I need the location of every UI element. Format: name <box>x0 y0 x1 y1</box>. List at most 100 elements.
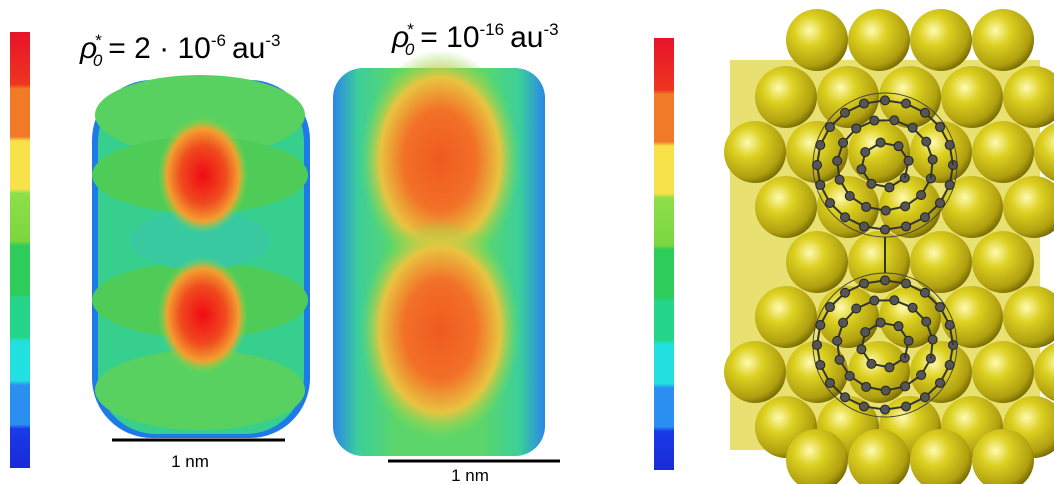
carbon-atom <box>936 378 945 387</box>
gold-atom <box>972 341 1034 403</box>
carbon-atom <box>841 393 850 402</box>
carbon-atom <box>876 318 885 327</box>
carbon-atom <box>861 328 870 337</box>
carbon-atom <box>881 206 890 215</box>
carbon-atom <box>917 371 926 380</box>
carbon-atom <box>908 123 917 132</box>
carbon-atom <box>922 137 931 146</box>
gold-atom <box>941 66 1003 128</box>
carbon-atom <box>885 183 894 192</box>
carbon-atom <box>885 363 894 372</box>
carbon-atom <box>901 202 910 211</box>
carbon-atom <box>920 213 929 222</box>
carbon-atom <box>859 222 868 231</box>
carbon-atom <box>902 222 911 231</box>
carbon-atom <box>816 360 825 369</box>
carbon-atom <box>852 124 861 133</box>
carbon-atom <box>894 322 903 331</box>
gold-atom <box>755 66 817 128</box>
carbon-atom <box>902 99 911 108</box>
carbon-atom <box>845 191 854 200</box>
carbon-atom <box>833 336 842 345</box>
density-map-right <box>333 50 545 456</box>
scale-label: 1 nm <box>171 452 209 471</box>
carbon-atom <box>841 288 850 297</box>
carbon-atom <box>816 180 825 189</box>
carbon-atom <box>920 393 929 402</box>
gold-atom <box>786 9 848 71</box>
carbon-atom <box>881 276 890 285</box>
carbon-atom <box>945 141 954 150</box>
figure: ρ*0= 2 · 10-6au-3 ρ*0= 10-16au-3 1 nm 1 … <box>0 0 1054 484</box>
gold-atom <box>755 176 817 238</box>
carbon-atom <box>945 321 954 330</box>
carbon-atom <box>928 155 937 164</box>
carbon-atom <box>917 191 926 200</box>
carbon-atom <box>945 360 954 369</box>
carbon-atom <box>902 402 911 411</box>
carbon-atom <box>881 386 890 395</box>
carbon-atom <box>881 405 890 414</box>
density-map-left <box>92 75 310 438</box>
colorbar <box>654 38 674 470</box>
carbon-atom <box>813 341 822 350</box>
carbon-atom <box>816 141 825 150</box>
carbon-atom <box>890 116 899 125</box>
carbon-atom <box>825 198 834 207</box>
carbon-atom <box>920 288 929 297</box>
carbon-atom <box>920 108 929 117</box>
molecule-on-surface <box>724 9 1054 484</box>
scale-label: 1 nm <box>451 466 489 484</box>
gold-atom <box>755 286 817 348</box>
gold-atom <box>941 286 1003 348</box>
carbon-atom <box>904 336 913 345</box>
carbon-atom <box>936 123 945 132</box>
carbon-atom <box>867 359 876 368</box>
carbon-atom <box>902 279 911 288</box>
carbon-atom <box>841 213 850 222</box>
gold-atom <box>972 231 1034 293</box>
carbon-atom <box>870 116 879 125</box>
carbon-atom <box>904 156 913 165</box>
gold-atom <box>724 341 786 403</box>
carbon-atom <box>833 156 842 165</box>
carbon-atom <box>862 202 871 211</box>
carbon-atom <box>876 138 885 147</box>
gold-atom <box>972 9 1034 71</box>
carbon-atom <box>825 123 834 132</box>
carbon-atom <box>928 335 937 344</box>
carbon-atom <box>859 279 868 288</box>
carbon-atom <box>894 142 903 151</box>
carbon-atom <box>839 138 848 147</box>
carbon-atom <box>862 382 871 391</box>
carbon-atom <box>857 165 866 174</box>
carbon-atom <box>922 317 931 326</box>
gold-atom <box>910 231 972 293</box>
gold-atom <box>910 9 972 71</box>
carbon-atom <box>867 179 876 188</box>
carbon-atom <box>881 225 890 234</box>
carbon-atom <box>908 303 917 312</box>
colorbar <box>10 32 30 468</box>
carbon-atom <box>816 321 825 330</box>
carbon-atom <box>936 303 945 312</box>
carbon-atom <box>890 296 899 305</box>
carbon-atom <box>825 303 834 312</box>
gold-atom <box>817 66 879 128</box>
carbon-atom <box>861 148 870 157</box>
carbon-atom <box>825 378 834 387</box>
gold-atom <box>848 9 910 71</box>
carbon-atom <box>845 371 854 380</box>
carbon-atom <box>936 198 945 207</box>
gold-atom <box>786 231 848 293</box>
carbon-atom <box>857 345 866 354</box>
carbon-atom <box>852 304 861 313</box>
carbon-atom <box>859 99 868 108</box>
carbon-atom <box>835 355 844 364</box>
carbon-atom <box>841 108 850 117</box>
carbon-atom <box>881 96 890 105</box>
gold-atom <box>724 121 786 183</box>
carbon-atom <box>901 382 910 391</box>
carbon-atom <box>870 296 879 305</box>
